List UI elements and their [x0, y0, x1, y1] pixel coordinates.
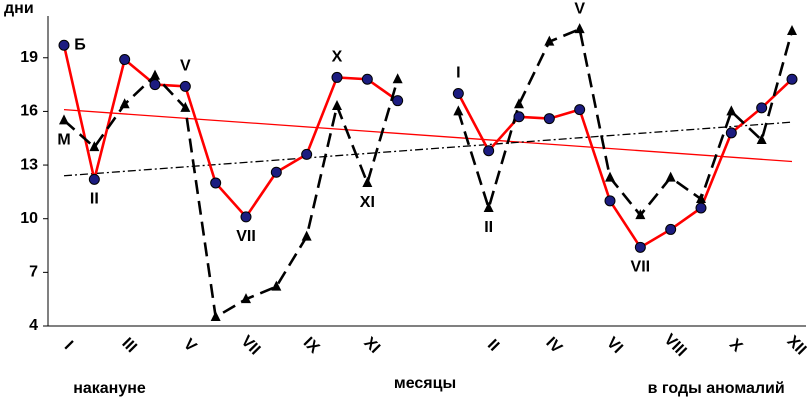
data-point [241, 293, 251, 304]
annotation: VII [631, 259, 651, 276]
x-tick-label: I [61, 338, 76, 353]
data-point [756, 102, 768, 114]
y-tick-label: 16 [20, 103, 38, 120]
data-point [332, 100, 342, 111]
y-tick-label: 13 [20, 156, 38, 173]
data-point [88, 173, 100, 185]
y-tick-label: 4 [29, 317, 38, 334]
trend-line [63, 108, 793, 163]
data-point [574, 23, 585, 34]
x-group-label: накануне [73, 380, 146, 397]
data-point [756, 134, 767, 145]
x-tick-label: V [180, 336, 200, 356]
annotation: Б [74, 36, 86, 53]
x-tick-label: IV [542, 334, 565, 357]
annotation: X [332, 49, 343, 66]
x-tick-label: III [118, 335, 139, 356]
data-point [452, 88, 464, 100]
data-point [392, 73, 403, 84]
data-point [453, 105, 464, 116]
x-tick-label: VII [238, 333, 264, 359]
data-point [695, 202, 707, 214]
y-tick-label: 10 [20, 210, 38, 227]
annotation: II [484, 219, 493, 236]
data-point [392, 95, 404, 107]
data-point [513, 111, 525, 123]
data-point [270, 166, 282, 178]
x-tick-label: XI [360, 334, 383, 357]
series-line [62, 44, 793, 250]
x-group-label: в годы аномалий [648, 380, 785, 397]
data-point [301, 230, 312, 241]
data-point [483, 145, 495, 157]
data-point [725, 127, 737, 139]
data-point [634, 241, 646, 253]
data-point [696, 193, 706, 204]
data-point [179, 80, 191, 92]
y-tick-label: 19 [20, 49, 38, 66]
x-tick-label: XII [784, 333, 807, 359]
data-point [271, 280, 282, 291]
data-point [726, 105, 737, 116]
data-point [362, 176, 373, 187]
y-tick-label: 7 [29, 264, 38, 281]
data-point [149, 79, 161, 91]
y-axis-label: дни [4, 0, 34, 17]
x-tick-label: X [726, 336, 746, 356]
x-tick-label: VI [603, 334, 626, 357]
data-point [150, 69, 160, 80]
x-tick-label: IX [300, 334, 323, 357]
annotation: V [574, 0, 585, 17]
annotation: I [456, 65, 460, 82]
data-point [58, 39, 70, 51]
data-point [119, 98, 130, 109]
annotation: VII [236, 228, 256, 245]
data-point [301, 148, 313, 160]
data-point [786, 73, 798, 85]
data-point [787, 24, 797, 35]
data-point [665, 171, 676, 182]
data-point [210, 177, 222, 189]
data-point [483, 201, 494, 212]
data-point [331, 71, 343, 83]
x-tick-label: II [484, 336, 502, 354]
data-point [210, 311, 221, 322]
data-point [605, 171, 615, 182]
annotation: II [90, 191, 99, 208]
series-line [63, 27, 794, 320]
data-point [240, 211, 252, 223]
annotation: V [180, 58, 191, 75]
data-point [59, 114, 69, 125]
data-point [574, 104, 586, 116]
data-point [119, 54, 131, 66]
data-point [635, 209, 646, 220]
data-point [665, 223, 677, 235]
trend-line [63, 121, 793, 177]
data-point [89, 141, 100, 152]
x-axis-label: месяцы [394, 375, 456, 392]
data-point [544, 35, 555, 46]
data-point [604, 195, 616, 207]
x-tick-label: VIII [661, 331, 690, 360]
annotation: XI [360, 194, 375, 211]
annotation: М [57, 132, 70, 149]
data-point [514, 98, 524, 109]
data-point [180, 101, 191, 112]
data-point [543, 113, 555, 125]
data-point [361, 73, 373, 85]
